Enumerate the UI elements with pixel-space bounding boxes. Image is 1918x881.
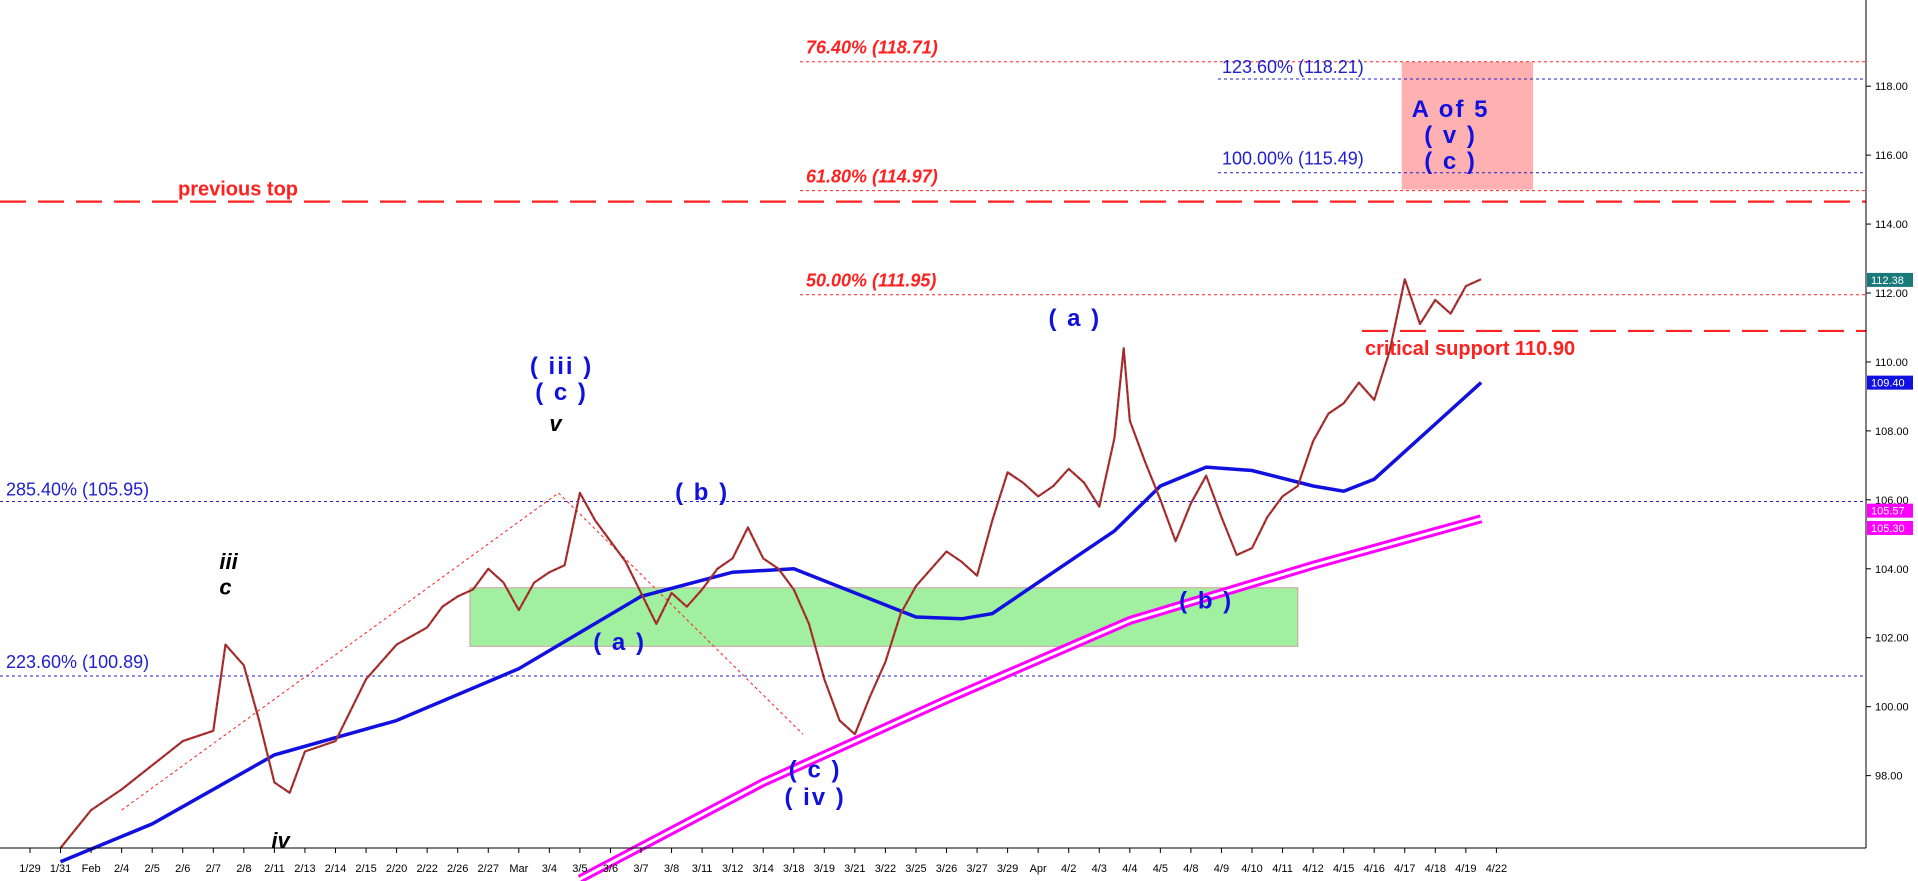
x-tick-label: 3/25 (905, 863, 926, 875)
x-tick-label: 3/27 (966, 863, 987, 875)
wave-label: ( c ) (535, 379, 588, 406)
x-tick-label: 4/19 (1455, 863, 1476, 875)
x-tick-label: 2/5 (145, 863, 160, 875)
x-tick-label: 1/31 (50, 863, 71, 875)
x-tick-label: 3/11 (692, 863, 713, 875)
x-tick-label: 4/10 (1241, 863, 1262, 875)
x-tick-label: 2/15 (355, 863, 376, 875)
wave-label: ( a ) (593, 629, 646, 656)
wave-label: ( a ) (1048, 305, 1101, 332)
last-value-badge (1867, 520, 1913, 535)
x-tick-label: 4/4 (1122, 863, 1137, 875)
zone-target-zone (1401, 62, 1534, 190)
x-tick-label: 3/5 (572, 863, 587, 875)
level-label: 76.40% (118.71) (806, 38, 938, 58)
wave-label: c (219, 575, 231, 600)
wave-label: v (549, 411, 563, 436)
x-tick-label: 3/29 (997, 863, 1018, 875)
x-tick-label: 3/8 (664, 863, 679, 875)
last-value-label: 112.38 (1871, 275, 1904, 287)
x-tick-label: Apr (1030, 863, 1047, 875)
x-tick-label: 2/6 (175, 863, 190, 875)
x-tick-label: 3/18 (783, 863, 804, 875)
x-tick-label: 3/22 (875, 863, 896, 875)
y-tick-label: 102.00 (1875, 633, 1909, 645)
x-tick-label: 3/6 (603, 863, 618, 875)
last-value-label: 105.30 (1871, 523, 1905, 535)
x-tick-label: 4/22 (1486, 863, 1507, 875)
last-value-badge (1867, 503, 1913, 518)
y-tick-label: 98.00 (1875, 771, 1903, 783)
x-tick-label: Mar (509, 863, 528, 875)
last-value-label: 105.57 (1871, 506, 1905, 518)
x-tick-label: 2/4 (114, 863, 129, 875)
y-tick-label: 104.00 (1875, 564, 1909, 576)
x-tick-label: 4/12 (1302, 863, 1323, 875)
x-tick-label: 2/14 (325, 863, 346, 875)
x-tick-label: 4/18 (1425, 863, 1446, 875)
x-tick-label: 1/29 (19, 863, 40, 875)
x-tick-label: Feb (82, 863, 101, 875)
wave-label: A of 5 (1412, 96, 1490, 123)
moving-average-band-gap (579, 517, 1482, 881)
level-label: critical support 110.90 (1365, 338, 1575, 360)
last-value-badge (1867, 375, 1913, 390)
last-value-badge (1867, 272, 1913, 287)
y-tick-label: 100.00 (1875, 702, 1909, 714)
moving-average-line (59, 381, 1483, 864)
x-tick-label: 4/8 (1183, 863, 1198, 875)
y-tick-label: 118.00 (1875, 81, 1908, 93)
last-value-label: 109.40 (1871, 378, 1905, 390)
wave-label: ( iv ) (784, 784, 845, 811)
level-label: previous top (178, 179, 298, 201)
x-tick-label: 3/21 (844, 863, 865, 875)
x-tick-label: 4/16 (1363, 863, 1384, 875)
level-label: 61.80% (114.97) (806, 167, 938, 187)
x-tick-label: 2/8 (236, 863, 251, 875)
x-tick-label: 4/5 (1153, 863, 1168, 875)
y-tick-label: 114.00 (1875, 219, 1908, 231)
wave-label: iii (219, 549, 238, 574)
y-tick-label: 112.00 (1875, 288, 1908, 300)
x-tick-label: 2/11 (264, 863, 285, 875)
wave-label: ( c ) (789, 756, 842, 783)
price-wick-detail (60, 277, 1482, 849)
x-tick-label: 3/12 (722, 863, 743, 875)
x-tick-label: 3/7 (633, 863, 648, 875)
y-tick-label: 110.00 (1875, 357, 1908, 369)
x-tick-label: 2/7 (206, 863, 221, 875)
x-tick-label: 2/20 (386, 863, 407, 875)
wave-label: ( c ) (1424, 148, 1477, 175)
x-tick-label: 4/9 (1214, 863, 1229, 875)
y-tick-label: 108.00 (1875, 426, 1909, 438)
wave-guide-line (121, 492, 559, 811)
wave-label: ( iii ) (530, 353, 593, 380)
level-label: 100.00% (115.49) (1222, 149, 1364, 169)
x-tick-label: 2/22 (416, 863, 437, 875)
wave-label: iv (271, 828, 291, 853)
x-tick-label: 4/17 (1394, 863, 1415, 875)
x-tick-label: 4/15 (1333, 863, 1354, 875)
y-tick-label: 116.00 (1875, 150, 1908, 162)
wave-label: ( v ) (1424, 122, 1477, 149)
x-tick-label: 3/26 (936, 863, 957, 875)
level-label: 123.60% (118.21) (1222, 57, 1364, 77)
x-tick-label: 2/26 (447, 863, 468, 875)
x-tick-label: 3/14 (752, 863, 773, 875)
x-tick-label: 4/2 (1061, 863, 1076, 875)
level-label: 50.00% (111.95) (806, 271, 936, 291)
level-label: 223.60% (100.89) (6, 652, 149, 672)
x-tick-label: 4/11 (1272, 863, 1293, 875)
wave-label: ( b ) (1179, 587, 1233, 614)
x-tick-label: 2/27 (478, 863, 499, 875)
x-tick-label: 3/4 (542, 863, 557, 875)
x-tick-label: 2/13 (294, 863, 315, 875)
level-label: 285.40% (105.95) (6, 480, 149, 500)
x-tick-label: 4/3 (1092, 863, 1107, 875)
wave-label: ( b ) (675, 479, 729, 506)
x-tick-label: 3/19 (814, 863, 835, 875)
